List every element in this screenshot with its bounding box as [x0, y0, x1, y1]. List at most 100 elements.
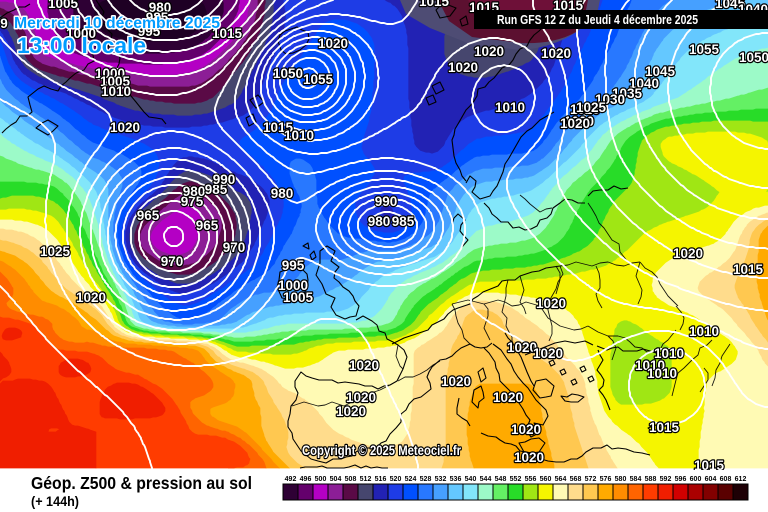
- svg-text:572: 572: [585, 476, 597, 483]
- svg-text:970: 970: [223, 240, 246, 255]
- svg-text:980: 980: [183, 184, 206, 199]
- svg-text:1020: 1020: [441, 374, 471, 389]
- svg-text:985: 985: [392, 214, 415, 229]
- svg-text:9: 9: [0, 16, 8, 31]
- svg-text:600: 600: [690, 476, 702, 483]
- svg-text:1020: 1020: [511, 422, 541, 437]
- svg-text:1015: 1015: [212, 26, 243, 41]
- svg-text:1030: 1030: [595, 92, 625, 107]
- svg-text:532: 532: [435, 476, 447, 483]
- svg-text:512: 512: [360, 476, 372, 483]
- svg-text:1000: 1000: [278, 278, 308, 293]
- svg-text:1005: 1005: [283, 290, 314, 305]
- svg-text:Run GFS 12 Z du Jeudi 4 décemb: Run GFS 12 Z du Jeudi 4 décembre 2025: [497, 13, 698, 27]
- svg-text:496: 496: [300, 476, 312, 483]
- svg-text:1020: 1020: [346, 390, 376, 405]
- svg-text:1000: 1000: [66, 26, 96, 41]
- svg-text:1045: 1045: [645, 64, 676, 79]
- svg-text:540: 540: [465, 476, 477, 483]
- svg-text:492: 492: [285, 476, 297, 483]
- svg-text:1050: 1050: [739, 50, 768, 65]
- svg-text:1010: 1010: [689, 324, 719, 339]
- svg-text:1020: 1020: [514, 450, 544, 465]
- svg-text:516: 516: [375, 476, 387, 483]
- svg-text:544: 544: [480, 476, 492, 483]
- svg-text:1020: 1020: [474, 44, 504, 59]
- svg-text:580: 580: [615, 476, 627, 483]
- svg-text:604: 604: [705, 476, 717, 483]
- svg-text:528: 528: [420, 476, 432, 483]
- svg-text:1020: 1020: [533, 346, 563, 361]
- svg-text:1020: 1020: [349, 358, 379, 373]
- svg-text:1020: 1020: [507, 340, 537, 355]
- svg-text:1020: 1020: [76, 290, 106, 305]
- svg-text:970: 970: [161, 254, 184, 269]
- svg-text:560: 560: [540, 476, 552, 483]
- svg-text:508: 508: [345, 476, 357, 483]
- svg-text:965: 965: [196, 218, 219, 233]
- svg-text:608: 608: [720, 476, 732, 483]
- svg-text:Copyright © 2025 Meteociel.fr: Copyright © 2025 Meteociel.fr: [302, 443, 462, 458]
- svg-text:(+ 144h): (+ 144h): [31, 494, 79, 509]
- svg-text:Mercredi 10 décembre 2025: Mercredi 10 décembre 2025: [14, 15, 220, 32]
- svg-text:588: 588: [645, 476, 657, 483]
- svg-text:1020: 1020: [570, 102, 600, 117]
- svg-text:995: 995: [138, 24, 161, 39]
- svg-text:1010: 1010: [647, 366, 677, 381]
- svg-text:990: 990: [375, 194, 398, 209]
- svg-text:1020: 1020: [493, 390, 523, 405]
- svg-text:Géop. Z500 & pression au sol: Géop. Z500 & pression au sol: [31, 473, 252, 493]
- svg-text:1025: 1025: [576, 100, 607, 115]
- svg-text:980: 980: [368, 214, 391, 229]
- svg-text:596: 596: [675, 476, 687, 483]
- svg-text:1050: 1050: [273, 66, 303, 81]
- svg-text:1010: 1010: [635, 358, 665, 373]
- svg-text:1010: 1010: [495, 100, 525, 115]
- svg-text:985: 985: [146, 10, 169, 25]
- svg-text:556: 556: [525, 476, 537, 483]
- svg-text:1040: 1040: [629, 76, 659, 91]
- svg-text:1045: 1045: [715, 0, 746, 11]
- svg-text:985: 985: [205, 182, 228, 197]
- svg-text:524: 524: [405, 476, 417, 483]
- svg-text:980: 980: [149, 0, 172, 15]
- svg-text:1010: 1010: [101, 84, 131, 99]
- svg-text:612: 612: [735, 476, 747, 483]
- svg-text:1020: 1020: [560, 116, 590, 131]
- svg-text:548: 548: [495, 476, 507, 483]
- svg-text:520: 520: [390, 476, 402, 483]
- svg-text:1055: 1055: [689, 42, 720, 57]
- svg-text:1005: 1005: [100, 74, 131, 89]
- svg-text:1015: 1015: [733, 262, 764, 277]
- svg-text:1055: 1055: [303, 72, 334, 87]
- svg-text:975: 975: [181, 194, 204, 209]
- svg-text:552: 552: [510, 476, 522, 483]
- svg-text:980: 980: [271, 186, 294, 201]
- svg-text:1020: 1020: [541, 46, 571, 61]
- svg-text:592: 592: [660, 476, 672, 483]
- svg-text:1035: 1035: [612, 86, 643, 101]
- svg-text:536: 536: [450, 476, 462, 483]
- svg-text:965: 965: [137, 208, 160, 223]
- svg-text:1000: 1000: [95, 66, 125, 81]
- svg-text:990: 990: [213, 172, 236, 187]
- svg-text:1010: 1010: [284, 128, 314, 143]
- svg-text:584: 584: [630, 476, 642, 483]
- svg-text:1015: 1015: [419, 0, 450, 9]
- svg-text:504: 504: [330, 476, 342, 483]
- svg-text:1020: 1020: [448, 60, 478, 75]
- svg-text:1020: 1020: [673, 246, 703, 261]
- svg-text:1025: 1025: [40, 244, 71, 259]
- svg-text:1015: 1015: [649, 420, 680, 435]
- svg-text:1010: 1010: [654, 346, 684, 361]
- svg-text:1020: 1020: [318, 36, 348, 51]
- svg-text:1005: 1005: [48, 0, 79, 11]
- svg-text:13:00 locale: 13:00 locale: [17, 33, 146, 58]
- svg-text:564: 564: [555, 476, 567, 483]
- svg-text:1020: 1020: [110, 120, 140, 135]
- svg-text:1015: 1015: [694, 458, 725, 473]
- svg-text:1020: 1020: [536, 296, 566, 311]
- svg-text:1020: 1020: [336, 404, 366, 419]
- svg-text:568: 568: [570, 476, 582, 483]
- svg-text:1015: 1015: [263, 120, 294, 135]
